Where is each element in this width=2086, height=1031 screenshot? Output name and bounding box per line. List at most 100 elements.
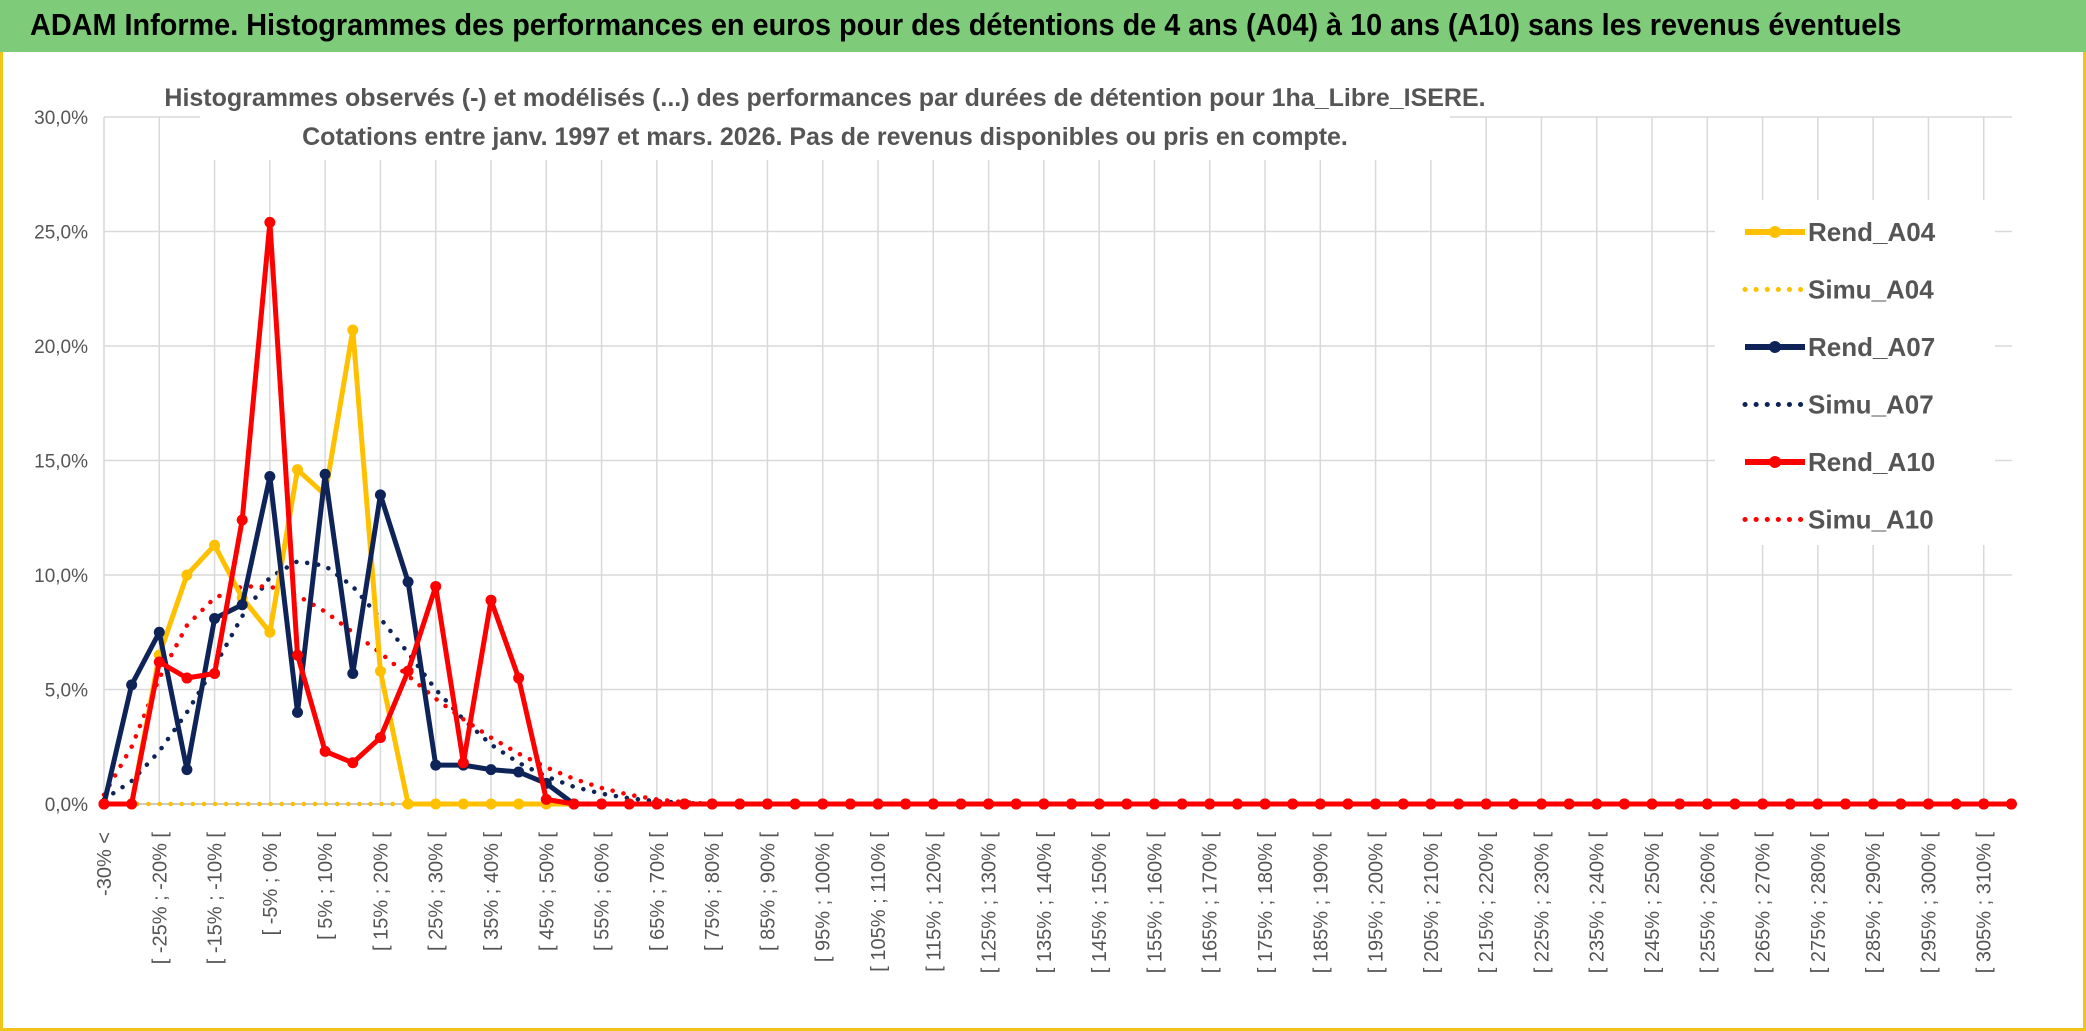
- x-tick-label: [ 5% ; 10% [: [315, 832, 337, 940]
- data-point-rend-a10: [1231, 798, 1243, 810]
- data-point-rend-a10: [1895, 798, 1907, 810]
- data-point-rend-a10: [209, 667, 221, 679]
- x-tick-label: [ 105% ; 110% [: [868, 832, 890, 972]
- legend-background: [1715, 200, 1995, 545]
- data-point-rend-a10: [1757, 798, 1769, 810]
- x-tick-label: [ -5% ; 0% [: [260, 832, 282, 936]
- data-point-rend-a10: [1950, 798, 1962, 810]
- data-point-rend-a10: [1148, 798, 1160, 810]
- data-point-rend-a10: [844, 798, 856, 810]
- x-tick-label: [ -15% ; -10% [: [205, 832, 227, 965]
- data-point-rend-a10: [927, 798, 939, 810]
- x-tick-label: [ 195% ; 200% [: [1366, 832, 1388, 974]
- data-point-rend-a10: [706, 798, 718, 810]
- data-point-rend-a10: [1591, 798, 1603, 810]
- data-point-rend-a10: [347, 757, 359, 769]
- data-point-rend-a07: [374, 489, 386, 501]
- data-point-rend-a10: [1314, 798, 1326, 810]
- data-point-rend-a10: [181, 672, 193, 684]
- x-tick-label: [ 185% ; 190% [: [1310, 832, 1332, 974]
- data-point-rend-a10: [1342, 798, 1354, 810]
- legend: Rend_A04 Simu_A04 Rend_A07 Simu_A07 Rend_A10…: [1742, 217, 1936, 535]
- x-tick-label: [ 15% ; 20% [: [370, 832, 392, 951]
- data-point-rend-a10: [457, 757, 469, 769]
- data-point-rend-a10: [734, 798, 746, 810]
- x-tick-label: [ 225% ; 230% [: [1531, 832, 1553, 974]
- data-point-rend-a10: [126, 798, 138, 810]
- data-point-rend-a07: [485, 764, 497, 776]
- y-tick-label: 20,0%: [34, 337, 88, 358]
- y-tick-label: 30,0%: [34, 108, 88, 129]
- data-point-rend-a10: [153, 656, 165, 668]
- x-tick-label: [ 215% ; 220% [: [1476, 832, 1498, 974]
- data-point-rend-a10: [1453, 798, 1465, 810]
- x-tick-label: [ 65% ; 70% [: [647, 832, 669, 951]
- data-point-rend-a10: [1038, 798, 1050, 810]
- data-point-rend-a10: [679, 798, 691, 810]
- data-point-rend-a07: [209, 613, 221, 625]
- data-point-rend-a10: [430, 580, 442, 592]
- x-tick-label: [ 25% ; 30% [: [426, 832, 448, 951]
- data-point-rend-a07: [236, 599, 248, 611]
- data-point-rend-a10: [374, 732, 386, 744]
- data-point-rend-a10: [1480, 798, 1492, 810]
- x-tick-label: [ 165% ; 170% [: [1200, 832, 1222, 974]
- data-point-rend-a10: [1922, 798, 1934, 810]
- data-point-rend-a10: [1978, 798, 1990, 810]
- data-point-rend-a04: [181, 569, 193, 581]
- x-tick-label: [ 55% ; 60% [: [592, 832, 614, 951]
- data-point-rend-a10: [817, 798, 829, 810]
- data-point-rend-a10: [1066, 798, 1078, 810]
- data-point-rend-a10: [1397, 798, 1409, 810]
- data-point-rend-a04: [457, 798, 469, 810]
- data-point-rend-a07: [347, 667, 359, 679]
- x-tick-label: [ 125% ; 130% [: [979, 832, 1001, 974]
- legend-marker-rend-a04: [1769, 226, 1781, 238]
- data-point-rend-a10: [1812, 798, 1824, 810]
- data-point-rend-a10: [402, 665, 414, 677]
- data-point-rend-a04: [209, 539, 221, 551]
- data-point-rend-a07: [126, 679, 138, 691]
- x-tick-label: [ 295% ; 300% [: [1918, 832, 1940, 974]
- data-point-rend-a10: [983, 798, 995, 810]
- data-point-rend-a10: [1259, 798, 1271, 810]
- data-point-rend-a10: [264, 216, 276, 228]
- series-line-simu-a07: [101, 559, 2014, 807]
- data-point-rend-a10: [1784, 798, 1796, 810]
- y-tick-label: 10,0%: [34, 566, 88, 587]
- data-point-rend-a07: [402, 576, 414, 588]
- data-point-rend-a04: [264, 626, 276, 638]
- data-point-rend-a10: [292, 649, 304, 661]
- data-point-rend-a10: [1204, 798, 1216, 810]
- data-point-rend-a10: [485, 594, 497, 606]
- subtitle-background: [200, 76, 1450, 160]
- data-point-rend-a04: [292, 464, 304, 476]
- x-tick-label: [ 115% ; 120% [: [923, 832, 945, 972]
- x-tick-label: [ 305% ; 310% [: [1974, 832, 1996, 974]
- data-point-rend-a10: [98, 798, 110, 810]
- data-point-rend-a10: [1618, 798, 1630, 810]
- data-point-rend-a10: [236, 514, 248, 526]
- data-point-rend-a07: [153, 626, 165, 638]
- x-tick-label: [ 285% ; 290% [: [1863, 832, 1885, 974]
- data-point-rend-a10: [2005, 798, 2017, 810]
- data-point-rend-a10: [789, 798, 801, 810]
- data-point-rend-a04: [430, 798, 442, 810]
- data-point-rend-a07: [292, 706, 304, 718]
- x-tick-label: [ 75% ; 80% [: [702, 832, 724, 951]
- data-point-rend-a04: [402, 798, 414, 810]
- legend-marker-rend-a07: [1769, 341, 1781, 353]
- legend-label-rend-a07: Rend_A07: [1808, 332, 1935, 362]
- data-point-rend-a10: [1093, 798, 1105, 810]
- data-point-rend-a10: [1701, 798, 1713, 810]
- report-title: ADAM Informe. Histogrammes des performan…: [30, 7, 1902, 42]
- data-point-rend-a10: [1840, 798, 1852, 810]
- data-point-rend-a10: [761, 798, 773, 810]
- data-point-rend-a07: [319, 468, 331, 480]
- data-point-rend-a10: [1287, 798, 1299, 810]
- data-point-rend-a10: [900, 798, 912, 810]
- x-tick-label: [ 155% ; 160% [: [1144, 832, 1166, 974]
- x-tick-label: [ 255% ; 260% [: [1697, 832, 1719, 974]
